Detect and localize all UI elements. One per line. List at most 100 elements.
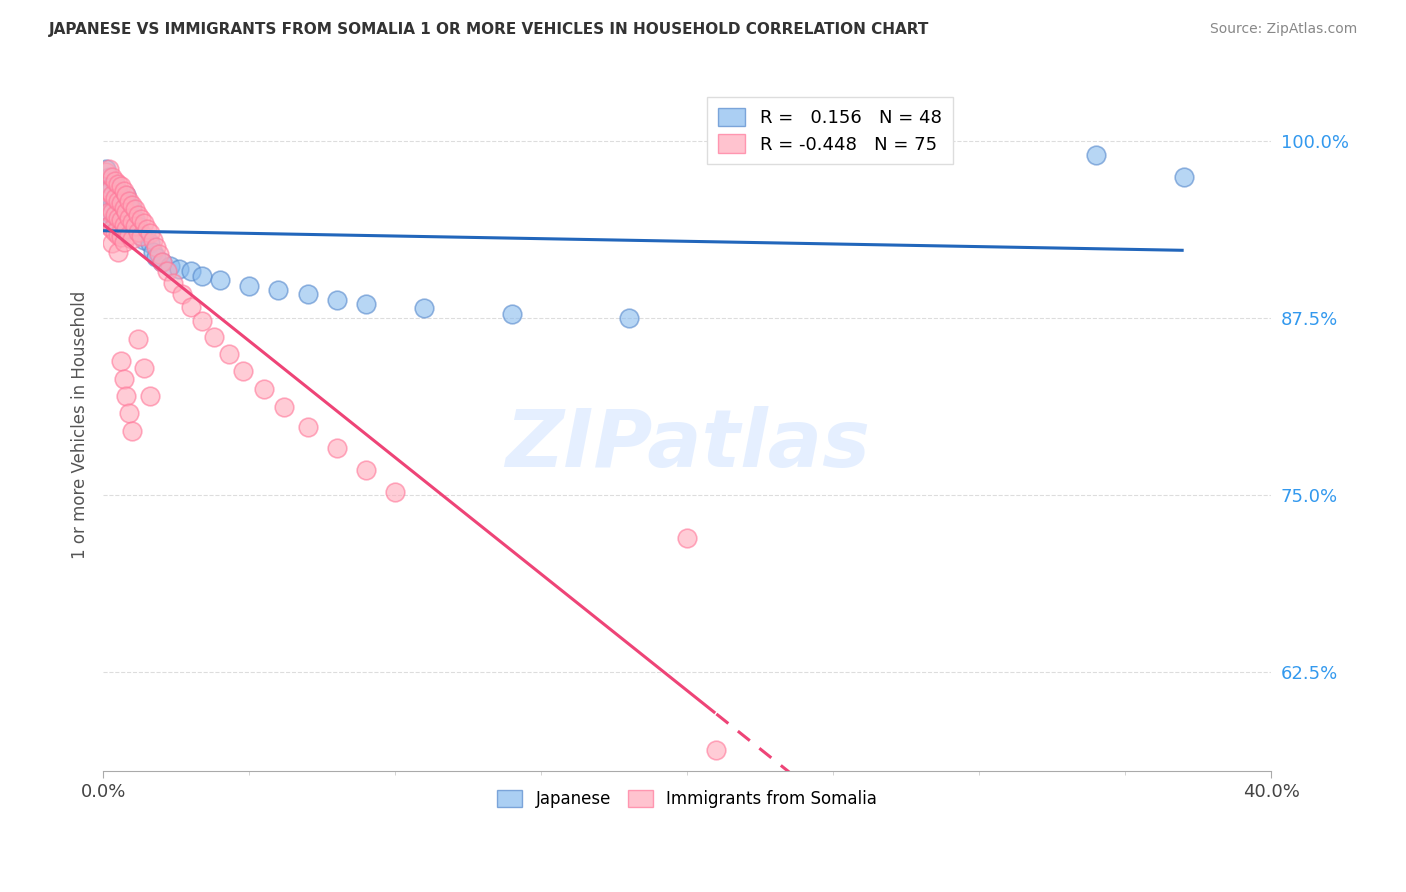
Point [127,208,149,222]
Point [180,264,202,278]
Point [413,301,436,316]
Point [110,230,132,244]
Point [110,179,132,194]
Text: ZIPatlas: ZIPatlas [505,406,870,484]
Point [121,222,143,236]
Legend: Japanese, Immigrants from Somalia: Japanese, Immigrants from Somalia [491,783,883,815]
Point [129,226,152,240]
Point [101,198,124,212]
Point [297,287,319,301]
Point [156,264,179,278]
Point [110,191,132,205]
Text: Source: ZipAtlas.com: Source: ZipAtlas.com [1209,22,1357,37]
Point [142,244,165,259]
Point [150,254,173,268]
Point [101,222,124,236]
Point [98,169,121,184]
Point [94,184,117,198]
Point [110,196,132,211]
Point [118,198,141,212]
Point [218,346,240,360]
Point [107,202,129,216]
Point [115,205,138,219]
Point [139,226,162,240]
Text: JAPANESE VS IMMIGRANTS FROM SOMALIA 1 OR MORE VEHICLES IN HOUSEHOLD CORRELATION : JAPANESE VS IMMIGRANTS FROM SOMALIA 1 OR… [49,22,929,37]
Point [127,333,149,347]
Point [118,194,141,208]
Point [325,442,347,456]
Point [98,191,121,205]
Point [238,278,260,293]
Point [104,191,127,205]
Point [112,235,135,249]
Point [107,184,129,198]
Point [139,389,162,403]
Point [129,229,152,244]
Point [132,216,155,230]
Point [104,177,127,191]
Point [110,208,132,222]
Point [139,236,162,251]
Y-axis label: 1 or more Vehicles in Household: 1 or more Vehicles in Household [72,290,89,558]
Point [127,219,149,234]
Point [94,165,117,179]
Point [107,211,129,225]
Point [297,420,319,434]
Point [107,177,129,191]
Point [94,162,117,177]
Point [118,219,141,234]
Point [121,198,143,212]
Point [162,276,184,290]
Point [132,233,155,247]
Point [115,188,138,202]
Point [98,205,121,219]
Point [167,261,190,276]
Point [253,382,276,396]
Point [104,212,127,227]
Point [142,233,165,247]
Point [110,226,132,240]
Point [112,218,135,232]
Point [98,205,121,219]
Point [107,244,129,259]
Point [180,300,202,314]
Point [115,188,138,202]
Point [118,406,141,420]
Point [121,425,143,439]
Point [124,202,146,216]
Point [98,184,121,198]
Point [384,485,406,500]
Point [121,202,143,216]
Point [273,401,295,415]
Point [129,212,152,227]
Point [127,225,149,239]
Point [325,293,347,307]
Point [107,227,129,242]
Point [118,227,141,242]
Point [112,372,135,386]
Point [101,169,124,184]
Point [110,353,132,368]
Point [121,215,143,229]
Point [1084,148,1107,162]
Point [1173,169,1195,184]
Point [94,198,117,212]
Point [191,314,214,328]
Point [101,216,124,230]
Point [118,211,141,225]
Point [115,205,138,219]
Point [354,463,377,477]
Point [101,188,124,202]
Point [115,222,138,236]
Point [104,194,127,208]
Point [159,259,181,273]
Point [110,213,132,227]
Point [101,179,124,194]
Point [170,287,193,301]
Point [501,307,523,321]
Point [115,389,138,403]
Point [202,329,225,343]
Point [112,212,135,227]
Point [112,201,135,215]
Point [121,232,143,246]
